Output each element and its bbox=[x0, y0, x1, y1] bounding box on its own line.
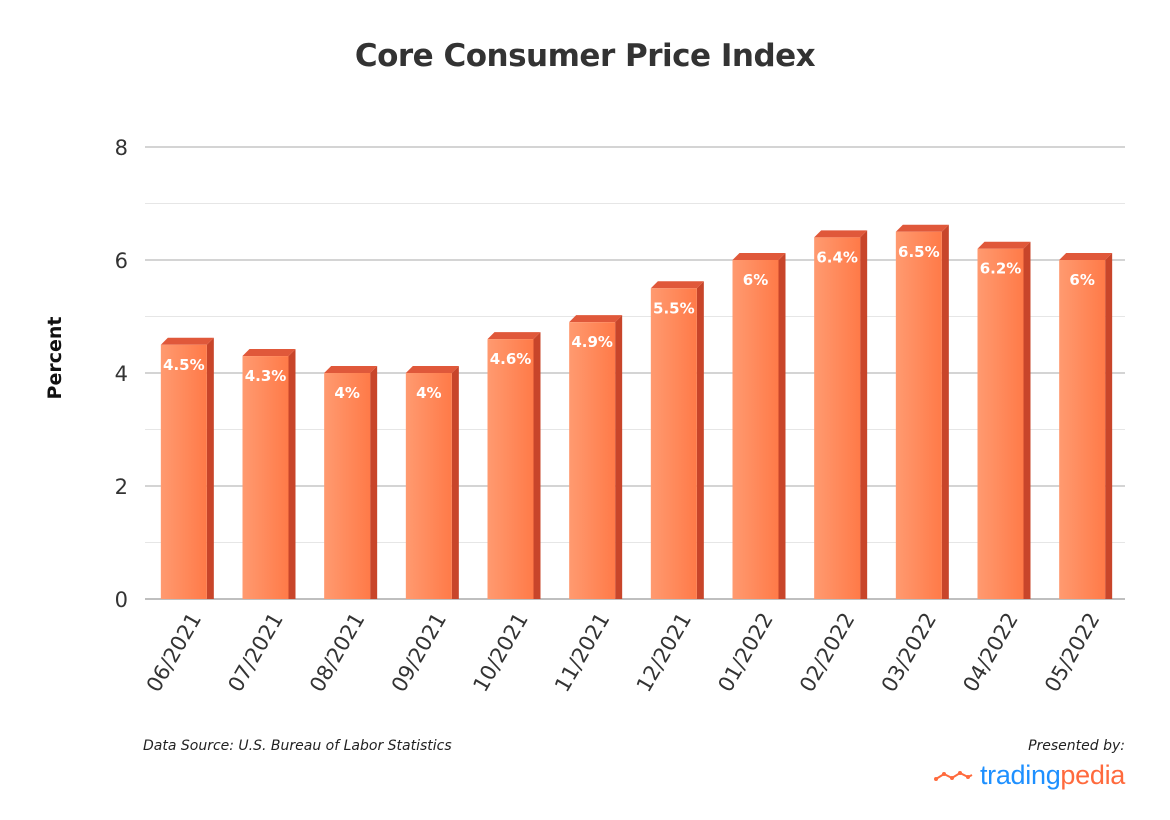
bar-side bbox=[778, 253, 786, 599]
gridlines bbox=[145, 146, 1125, 600]
x-tick-label: 09/2021 bbox=[387, 609, 451, 697]
x-tick-label: 01/2022 bbox=[713, 609, 777, 697]
data-label: 6.2% bbox=[980, 260, 1022, 278]
x-tick-label: 05/2022 bbox=[1040, 609, 1104, 697]
bar-side bbox=[1023, 241, 1031, 599]
x-tick-label: 02/2022 bbox=[795, 609, 859, 697]
bar bbox=[160, 337, 214, 599]
bar-top bbox=[814, 230, 868, 238]
bar bbox=[405, 366, 459, 599]
brand-part-pedia: pedia bbox=[1060, 760, 1125, 790]
x-tick-label: 10/2021 bbox=[468, 609, 532, 697]
bar-top bbox=[569, 315, 623, 323]
x-tick-label: 06/2021 bbox=[142, 609, 206, 697]
presented-by: Presented by: bbox=[1028, 738, 1125, 754]
line-chart-icon bbox=[933, 770, 973, 781]
bar-top bbox=[324, 366, 378, 373]
x-tick-label: 07/2021 bbox=[223, 609, 287, 697]
bar-front bbox=[1059, 260, 1106, 599]
bar-front bbox=[650, 288, 697, 599]
bar-front bbox=[405, 373, 452, 599]
bar bbox=[569, 315, 623, 599]
y-tick-label: 4 bbox=[115, 362, 128, 386]
bar-top bbox=[977, 241, 1031, 249]
bar-side bbox=[206, 337, 214, 599]
brand-name: tradingpedia bbox=[980, 760, 1125, 791]
bar-top bbox=[895, 224, 949, 232]
bar-top bbox=[732, 253, 786, 260]
bar-side bbox=[451, 366, 459, 599]
data-label: 4% bbox=[334, 384, 359, 402]
bar bbox=[487, 332, 541, 599]
x-tick-label: 08/2021 bbox=[305, 609, 369, 697]
bar-top bbox=[405, 366, 459, 373]
data-label: 4% bbox=[416, 384, 441, 402]
bar-front bbox=[977, 248, 1024, 599]
bar-side bbox=[1105, 253, 1113, 599]
data-label: 6% bbox=[1069, 271, 1094, 289]
bar bbox=[324, 366, 378, 599]
data-label: 4.9% bbox=[571, 333, 613, 351]
bar bbox=[242, 349, 296, 599]
x-tick-label: 04/2022 bbox=[958, 609, 1022, 697]
bar-front bbox=[814, 237, 861, 599]
y-tick-label: 0 bbox=[115, 588, 128, 612]
y-tick-label: 6 bbox=[115, 249, 128, 273]
bar-front bbox=[569, 322, 616, 599]
bar-front bbox=[160, 344, 207, 599]
bar bbox=[977, 241, 1031, 599]
brand-logo[interactable]: tradingpedia bbox=[933, 760, 1125, 791]
bar-top bbox=[242, 349, 296, 357]
bar bbox=[1059, 253, 1113, 599]
bar-side bbox=[696, 281, 704, 599]
bar-top bbox=[487, 332, 541, 340]
x-tick-label: 12/2021 bbox=[632, 609, 696, 697]
bars bbox=[160, 224, 1113, 599]
bar bbox=[650, 281, 704, 599]
data-label: 5.5% bbox=[653, 299, 695, 317]
data-label: 4.6% bbox=[490, 350, 532, 368]
bar bbox=[732, 253, 786, 599]
bar-front bbox=[324, 373, 371, 599]
data-label: 6.5% bbox=[898, 243, 940, 261]
data-source: Data Source: U.S. Bureau of Labor Statis… bbox=[143, 738, 452, 754]
data-label: 6.4% bbox=[816, 248, 858, 266]
bar-front bbox=[487, 339, 534, 599]
bar-side bbox=[941, 224, 949, 599]
bar-top bbox=[160, 337, 214, 345]
brand-part-trading: trading bbox=[979, 760, 1061, 790]
data-labels: 4.5% 4.3% 4% 4% 4.6% 4.9% 5.5% 6% 6.4% 6.5% 6.2% 6% bbox=[163, 243, 1095, 402]
bar-front bbox=[242, 356, 289, 599]
x-tick-label: 11/2021 bbox=[550, 609, 614, 697]
chart-title: Core Consumer Price Index bbox=[354, 38, 816, 74]
bar-side bbox=[860, 230, 868, 599]
bar-front bbox=[732, 260, 779, 599]
bar bbox=[814, 230, 868, 599]
bar-side bbox=[288, 349, 296, 599]
bar-side bbox=[370, 366, 378, 599]
bar-front bbox=[895, 231, 942, 599]
bar-top bbox=[650, 281, 704, 289]
data-label: 4.5% bbox=[163, 356, 205, 374]
y-tick-label: 8 bbox=[115, 136, 128, 160]
data-label: 4.3% bbox=[245, 367, 287, 385]
y-tick-label: 2 bbox=[115, 475, 128, 499]
bar-side bbox=[615, 315, 623, 599]
x-tick-label: 03/2022 bbox=[877, 608, 941, 696]
bar-top bbox=[1059, 253, 1113, 260]
bar bbox=[895, 224, 949, 599]
data-label: 6% bbox=[743, 271, 768, 289]
bar-side bbox=[533, 332, 541, 599]
